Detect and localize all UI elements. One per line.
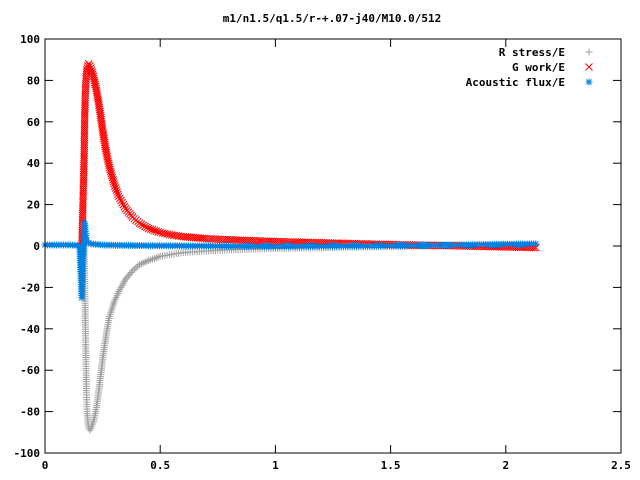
data-point — [141, 222, 149, 231]
data-point — [129, 267, 137, 275]
data-point — [117, 196, 125, 205]
legend-label: R stress/E — [499, 46, 565, 59]
data-point — [114, 192, 123, 201]
data-point — [139, 221, 148, 230]
data-point — [135, 219, 144, 228]
data-point — [158, 229, 167, 237]
data-point — [132, 264, 140, 272]
data-point — [113, 188, 122, 197]
y-tick-label: 0 — [33, 240, 40, 253]
data-point — [86, 62, 94, 70]
data-point — [137, 220, 146, 229]
x-tick-label: 0 — [42, 459, 49, 472]
legend-label: Acoustic flux/E — [466, 76, 565, 89]
data-point — [119, 200, 128, 209]
y-tick-label: 100 — [20, 33, 40, 46]
data-point — [160, 229, 169, 238]
data-point — [154, 228, 163, 236]
data-point — [84, 59, 93, 68]
x-tick-label: 0.5 — [150, 459, 170, 472]
data-point — [156, 228, 165, 237]
legend: R stress/E G work/E Acoustic flux/E — [466, 46, 593, 89]
y-tick-label: -80 — [20, 406, 40, 419]
points-layer — [41, 59, 540, 434]
data-point — [110, 180, 118, 188]
legend-marker — [585, 78, 593, 86]
chart-title: m1/n1.5/q1.5/r-+.07-j40/M10.0/512 — [223, 12, 442, 25]
data-point — [114, 190, 122, 199]
legend-marker — [585, 63, 593, 71]
y-tick-label: 40 — [27, 157, 40, 170]
data-point — [130, 265, 138, 273]
series-3 — [41, 219, 540, 302]
data-point — [111, 182, 119, 190]
data-point — [127, 268, 135, 276]
data-point — [118, 198, 127, 207]
data-point — [142, 223, 151, 232]
y-tick-label: -20 — [20, 281, 40, 294]
y-tick-label: 20 — [27, 199, 40, 212]
x-tick-label: 2.5 — [611, 459, 631, 472]
data-point — [163, 230, 171, 238]
data-point — [112, 186, 121, 194]
data-point — [116, 194, 124, 203]
data-point — [165, 230, 174, 239]
plot-frame — [44, 38, 622, 454]
y-tick-label: 80 — [27, 74, 40, 87]
x-tick-label: 1.5 — [381, 459, 401, 472]
y-tick-label: -60 — [20, 364, 40, 377]
y-tick-label: 60 — [27, 116, 40, 129]
legend-label: G work/E — [512, 61, 565, 74]
data-point — [109, 177, 118, 186]
x-tick-label: 2 — [502, 459, 509, 472]
data-point — [120, 202, 129, 211]
data-point — [111, 184, 120, 192]
data-point — [134, 262, 142, 270]
x-tick-label: 1 — [272, 459, 279, 472]
data-point — [532, 240, 540, 248]
legend-marker — [585, 48, 593, 56]
y-tick-label: -40 — [20, 323, 40, 336]
y-tick-label: -100 — [14, 447, 41, 460]
